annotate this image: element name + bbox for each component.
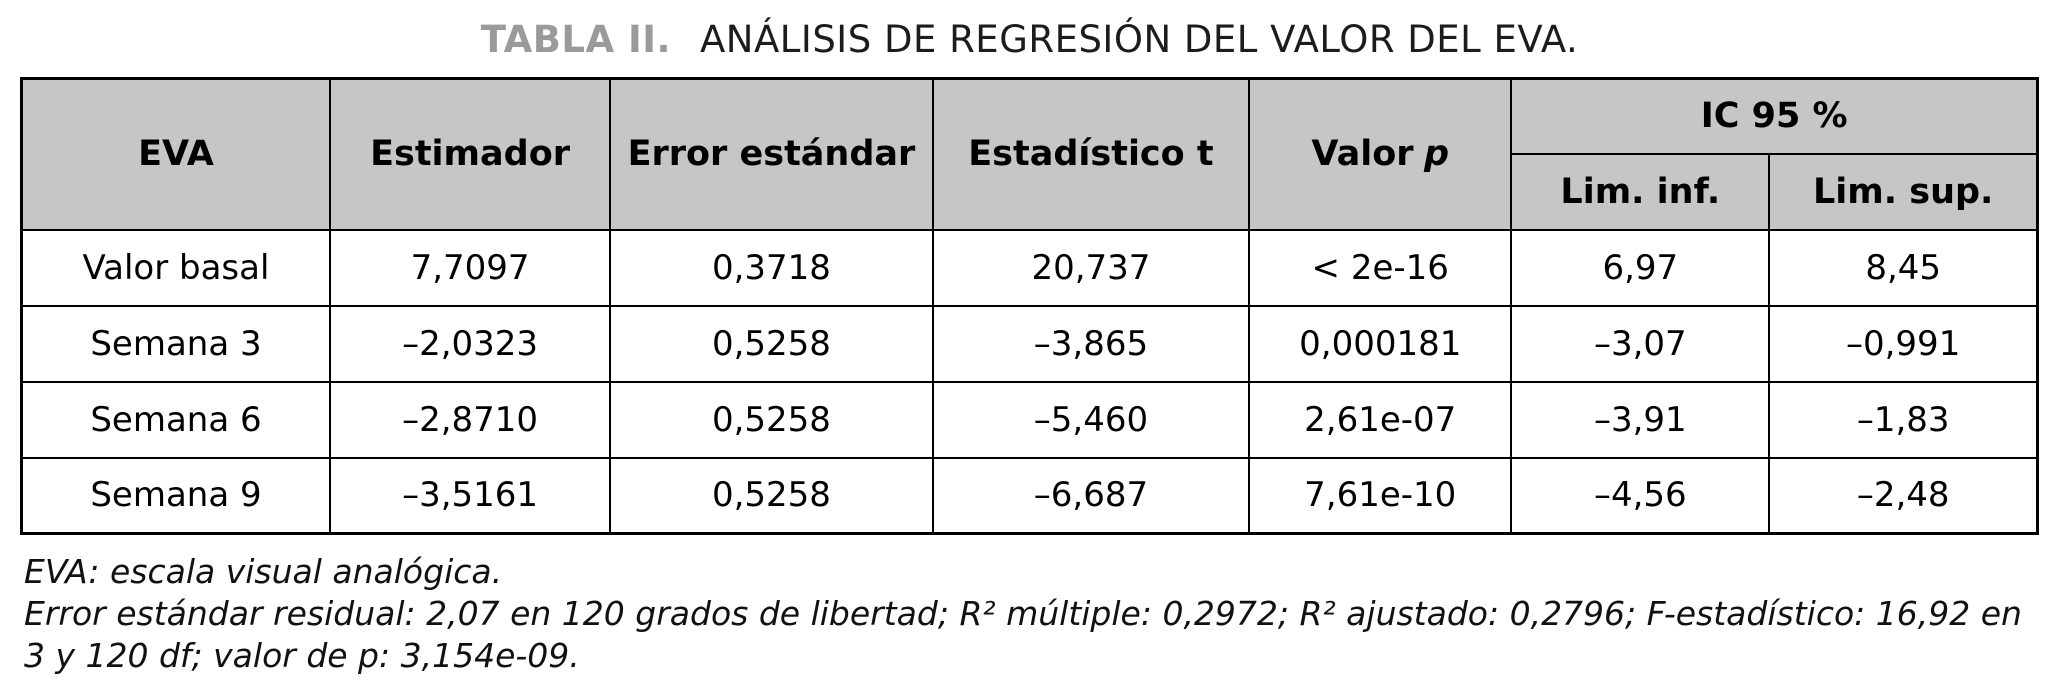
header-valor-label: Valor bbox=[1311, 134, 1414, 175]
cell-lim-inf: –3,91 bbox=[1510, 380, 1771, 459]
cell-lim-inf: –4,56 bbox=[1510, 456, 1771, 535]
cell-error: 0,5258 bbox=[609, 456, 934, 535]
cell-t: –5,460 bbox=[931, 380, 1251, 459]
cell-t: –3,865 bbox=[931, 304, 1251, 383]
cell-error: 0,5258 bbox=[609, 380, 934, 459]
table-row-semana-9: Semana 9 –3,5161 0,5258 –6,687 7,61e-10 … bbox=[20, 456, 2039, 535]
cell-p: 7,61e-10 bbox=[1248, 456, 1513, 535]
table-title-text: ANÁLISIS DE REGRESIÓN DEL VALOR DEL EVA. bbox=[700, 18, 1579, 61]
header-ic-lim-sup: Lim. sup. bbox=[1768, 152, 2039, 231]
cell-lim-inf: –3,07 bbox=[1510, 304, 1771, 383]
header-estadistico-t: Estadístico t bbox=[931, 77, 1251, 231]
row-label: Semana 9 bbox=[20, 456, 331, 535]
footnote-eva-definition: EVA: escala visual analógica. bbox=[24, 552, 503, 591]
cell-estimador: –2,8710 bbox=[328, 380, 612, 459]
header-ic-group: IC 95 % bbox=[1510, 77, 2039, 155]
cell-lim-sup: 8,45 bbox=[1768, 228, 2039, 307]
row-label: Semana 3 bbox=[20, 304, 331, 383]
cell-p: 2,61e-07 bbox=[1248, 380, 1513, 459]
table-row-valor-basal: Valor basal 7,7097 0,3718 20,737 < 2e-16… bbox=[20, 228, 2039, 307]
cell-error: 0,5258 bbox=[609, 304, 934, 383]
cell-p: < 2e-16 bbox=[1248, 228, 1513, 307]
cell-estimador: –2,0323 bbox=[328, 304, 612, 383]
header-error-estandar: Error estándar bbox=[609, 77, 934, 231]
cell-estimador: –3,5161 bbox=[328, 456, 612, 535]
cell-t: –6,687 bbox=[931, 456, 1251, 535]
row-label: Semana 6 bbox=[20, 380, 331, 459]
cell-lim-sup: –2,48 bbox=[1768, 456, 2039, 535]
header-ic-lim-inf: Lim. inf. bbox=[1510, 152, 1771, 231]
table-title: TABLA II. ANÁLISIS DE REGRESIÓN DEL VALO… bbox=[20, 18, 2039, 61]
header-eva: EVA bbox=[20, 77, 331, 231]
header-p-italic: p bbox=[1424, 134, 1450, 175]
cell-lim-inf: 6,97 bbox=[1510, 228, 1771, 307]
table-row-semana-3: Semana 3 –2,0323 0,5258 –3,865 0,000181 … bbox=[20, 304, 2039, 383]
cell-lim-sup: –0,991 bbox=[1768, 304, 2039, 383]
regression-table: EVA Estimador Error estándar Estadístico… bbox=[20, 77, 2039, 535]
cell-t: 20,737 bbox=[931, 228, 1251, 307]
header-valor-p: Valor p bbox=[1248, 77, 1513, 231]
table-row-semana-6: Semana 6 –2,8710 0,5258 –5,460 2,61e-07 … bbox=[20, 380, 2039, 459]
cell-lim-sup: –1,83 bbox=[1768, 380, 2039, 459]
header-estimador: Estimador bbox=[328, 77, 612, 231]
table-title-label: TABLA II. bbox=[480, 18, 672, 61]
cell-estimador: 7,7097 bbox=[328, 228, 612, 307]
table-footnotes: EVA: escala visual analógica. Error está… bbox=[24, 551, 2035, 678]
cell-p: 0,000181 bbox=[1248, 304, 1513, 383]
footnote-regression-stats: Error estándar residual: 2,07 en 120 gra… bbox=[24, 594, 2022, 676]
row-label: Valor basal bbox=[20, 228, 331, 307]
cell-error: 0,3718 bbox=[609, 228, 934, 307]
